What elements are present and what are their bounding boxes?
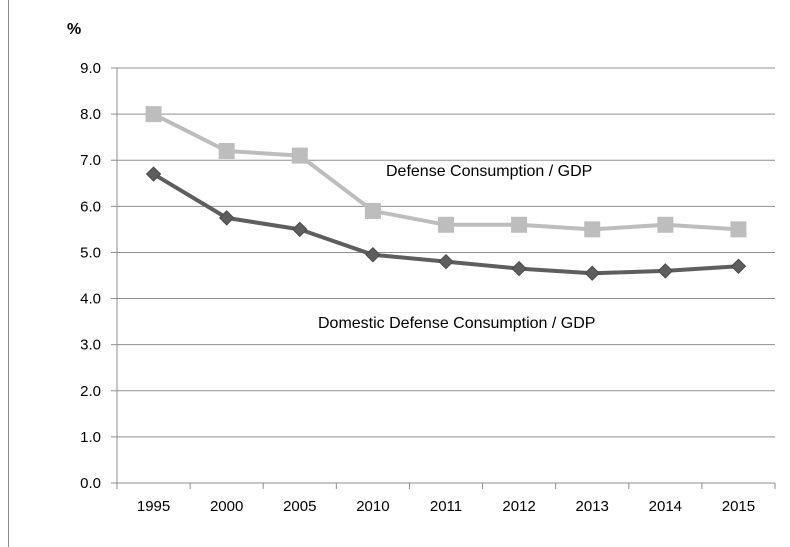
x-tick-label: 2013 — [576, 498, 609, 515]
x-tick-label: 2014 — [649, 498, 682, 515]
y-tick-label: 9.0 — [80, 60, 101, 77]
data-point — [218, 210, 235, 226]
data-point — [584, 265, 600, 281]
data-point — [511, 216, 528, 233]
data-point — [145, 106, 162, 123]
y-tick-label: 8.0 — [80, 106, 101, 123]
y-tick-label: 5.0 — [80, 244, 101, 261]
data-point — [657, 216, 674, 233]
x-tick-label: 2012 — [502, 498, 535, 515]
x-tick-label: 2011 — [430, 498, 462, 515]
series-label-domestic-defense: Domestic Defense Consumption / GDP — [318, 315, 595, 332]
data-point — [145, 166, 162, 182]
x-tick-label: 2010 — [356, 498, 389, 515]
x-tick-label: 2015 — [722, 498, 755, 515]
data-point — [730, 258, 747, 274]
data-point — [218, 143, 235, 159]
axes — [111, 67, 776, 489]
data-point — [365, 247, 381, 263]
y-tick-label: 1.0 — [80, 429, 101, 446]
data-point — [438, 216, 454, 233]
series-lines — [145, 106, 747, 281]
y-tick-labels: 0.0 1.0 2.0 3.0 4.0 5.0 6.0 7.0 8.0 9.0 — [80, 60, 101, 492]
data-point — [364, 202, 381, 219]
x-tick-label: 2000 — [210, 498, 243, 515]
data-point — [657, 263, 674, 279]
x-tick-label: 1995 — [137, 498, 170, 515]
data-point — [730, 221, 747, 238]
y-tick-label: 3.0 — [80, 337, 101, 354]
x-tick-labels: 1995 2000 2005 2010 2011 2012 2013 2014 2015 — [137, 498, 755, 515]
y-tick-label: 4.0 — [80, 291, 101, 308]
data-point — [292, 221, 308, 238]
data-point — [291, 147, 308, 164]
y-unit-label: % — [67, 21, 81, 38]
series-label-defense: Defense Consumption / GDP — [386, 163, 592, 180]
chart-frame — [8, 0, 790, 547]
y-tick-label: 7.0 — [80, 152, 101, 169]
x-tick-label: 2005 — [283, 498, 316, 515]
data-point — [584, 221, 601, 238]
gridlines — [117, 67, 775, 484]
data-point — [438, 253, 454, 270]
data-point — [511, 260, 527, 277]
y-tick-label: 6.0 — [80, 198, 101, 215]
y-tick-label: 2.0 — [80, 383, 101, 400]
y-tick-label: 0.0 — [80, 475, 101, 492]
